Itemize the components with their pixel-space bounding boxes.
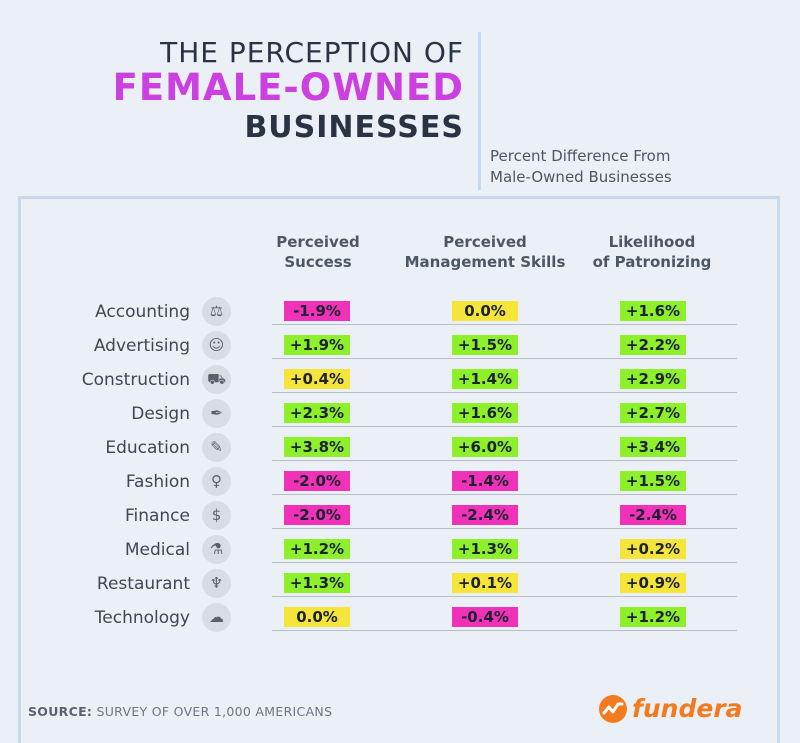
value-cell-management: +6.0% <box>452 437 518 457</box>
column-header-patronizing: Likelihood of Patronizing <box>562 232 742 272</box>
value-cell-management: -0.4% <box>452 607 518 627</box>
column-header-management-line-2: Management Skills <box>404 253 566 271</box>
source-text: SURVEY OF OVER 1,000 AMERICANS <box>96 704 333 719</box>
pen-tool-icon: ✒ <box>202 399 231 428</box>
value-cell-management: -2.4% <box>452 505 518 525</box>
row-label: Finance <box>124 506 190 526</box>
dress-icon: ♀ <box>202 467 231 496</box>
subtitle-line-2: Male-Owned Businesses <box>490 168 672 186</box>
table-row: Design ✒ +2.3% +1.6% +2.7% <box>0 397 800 431</box>
row-divider <box>272 324 737 325</box>
row-label: Construction <box>81 370 190 390</box>
value-cell-management: +1.6% <box>452 403 518 423</box>
row-divider <box>272 494 737 495</box>
scales-icon: ⚖ <box>202 297 231 326</box>
row-label: Advertising <box>93 336 190 356</box>
row-label: Medical <box>124 540 190 560</box>
head-idea-icon: ☺ <box>202 331 231 360</box>
value-cell-patronizing: +2.9% <box>620 369 686 389</box>
value-cell-success: -2.0% <box>284 471 350 491</box>
value-cell-success: +2.3% <box>284 403 350 423</box>
title-line-2: FEMALE-OWNED <box>112 66 464 109</box>
row-divider <box>272 358 737 359</box>
row-divider <box>272 562 737 563</box>
row-label: Design <box>131 404 190 424</box>
table-row: Education ✎ +3.8% +6.0% +3.4% <box>0 431 800 465</box>
table-row: Advertising ☺ +1.9% +1.5% +2.2% <box>0 329 800 363</box>
row-divider <box>272 528 737 529</box>
row-label: Accounting <box>95 302 190 322</box>
table-row: Construction ⛟ +0.4% +1.4% +2.9% <box>0 363 800 397</box>
value-cell-patronizing: +2.2% <box>620 335 686 355</box>
value-cell-management: +0.1% <box>452 573 518 593</box>
row-label: Fashion <box>125 472 190 492</box>
value-cell-management: +1.3% <box>452 539 518 559</box>
title-divider <box>478 32 481 190</box>
subtitle-line-1: Percent Difference From <box>490 147 671 165</box>
value-cell-management: +1.5% <box>452 335 518 355</box>
value-cell-patronizing: +1.6% <box>620 301 686 321</box>
column-header-success-line-1: Perceived <box>276 233 360 251</box>
fundera-logo-mark <box>599 695 627 723</box>
wine-glass-icon: ♆ <box>202 569 231 598</box>
table-row: Accounting ⚖ -1.9% 0.0% +1.6% <box>0 295 800 329</box>
table-row: Restaurant ♆ +1.3% +0.1% +0.9% <box>0 567 800 601</box>
value-cell-success: +0.4% <box>284 369 350 389</box>
coin-hand-icon: $ <box>202 501 231 530</box>
wheelbarrow-icon: ⛟ <box>202 365 231 394</box>
value-cell-patronizing: +2.7% <box>620 403 686 423</box>
value-cell-success: +3.8% <box>284 437 350 457</box>
value-cell-success: -1.9% <box>284 301 350 321</box>
row-divider <box>272 460 737 461</box>
value-cell-success: +1.9% <box>284 335 350 355</box>
value-cell-patronizing: +1.2% <box>620 607 686 627</box>
source-label: SOURCE: <box>28 704 93 719</box>
row-label: Restaurant <box>96 574 190 594</box>
cloud-device-icon: ☁ <box>202 603 231 632</box>
table-row: Finance $ -2.0% -2.4% -2.4% <box>0 499 800 533</box>
row-divider <box>272 596 737 597</box>
title-line-1: THE PERCEPTION OF <box>160 36 464 69</box>
column-header-success-line-2: Success <box>284 253 352 271</box>
fundera-logo: fundera <box>599 694 743 723</box>
title-line-3: BUSINESSES <box>244 110 464 145</box>
pencil-icon: ✎ <box>202 433 231 462</box>
table-row: Fashion ♀ -2.0% -1.4% +1.5% <box>0 465 800 499</box>
source-note: SOURCE: SURVEY OF OVER 1,000 AMERICANS <box>28 704 332 719</box>
column-header-management-line-1: Perceived <box>443 233 527 251</box>
value-cell-success: +1.2% <box>284 539 350 559</box>
microscope-icon: ⚗ <box>202 535 231 564</box>
value-cell-patronizing: +0.9% <box>620 573 686 593</box>
row-label: Technology <box>94 608 190 628</box>
fundera-logo-text: fundera <box>632 694 743 723</box>
column-header-management: Perceived Management Skills <box>395 232 575 272</box>
row-divider <box>272 630 737 631</box>
value-cell-management: 0.0% <box>452 301 518 321</box>
column-header-patronizing-line-1: Likelihood <box>608 233 696 251</box>
table-frame <box>18 196 780 743</box>
value-cell-management: +1.4% <box>452 369 518 389</box>
value-cell-management: -1.4% <box>452 471 518 491</box>
fundera-logo-arrow <box>602 702 624 715</box>
row-divider <box>272 392 737 393</box>
table-row: Technology ☁ 0.0% -0.4% +1.2% <box>0 601 800 635</box>
value-cell-patronizing: +0.2% <box>620 539 686 559</box>
value-cell-success: +1.3% <box>284 573 350 593</box>
value-cell-success: -2.0% <box>284 505 350 525</box>
value-cell-patronizing: -2.4% <box>620 505 686 525</box>
value-cell-patronizing: +1.5% <box>620 471 686 491</box>
column-header-success: Perceived Success <box>228 232 408 272</box>
row-divider <box>272 426 737 427</box>
table-row: Medical ⚗ +1.2% +1.3% +0.2% <box>0 533 800 567</box>
row-label: Education <box>105 438 190 458</box>
value-cell-patronizing: +3.4% <box>620 437 686 457</box>
subtitle: Percent Difference From Male-Owned Busin… <box>490 146 672 188</box>
value-cell-success: 0.0% <box>284 607 350 627</box>
column-header-patronizing-line-2: of Patronizing <box>592 253 712 271</box>
